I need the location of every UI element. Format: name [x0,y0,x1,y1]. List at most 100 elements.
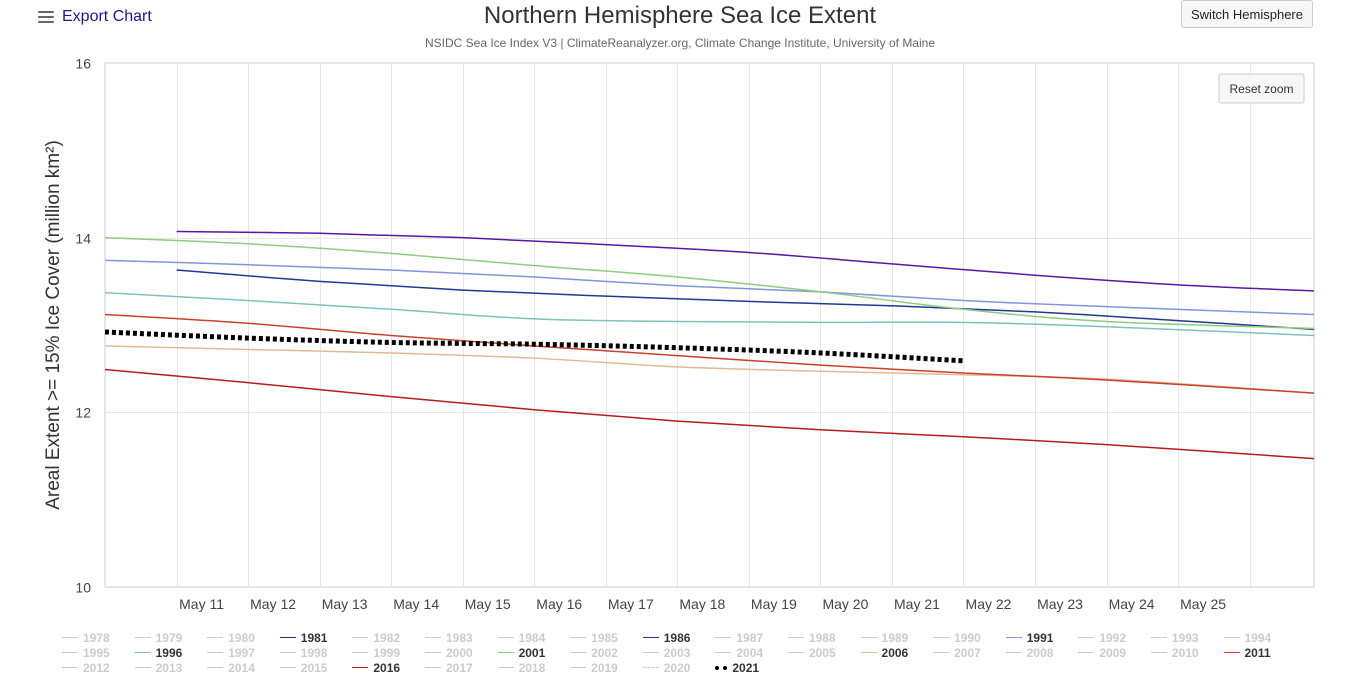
legend-swatch [1150,637,1167,638]
legend-label: 1988 [808,630,836,645]
legend-item-1991[interactable]: 1991 [1005,630,1079,645]
x-tick-label: May 12 [250,596,296,612]
series-line-2021 [104,329,964,364]
x-tick-label: May 11 [179,596,224,612]
legend-item-1987[interactable]: 1987 [715,630,788,645]
legend-label: 1998 [300,645,328,660]
legend-swatch [787,652,804,653]
legend-swatch [642,652,659,653]
legend-item-1990[interactable]: 1990 [933,630,1006,645]
legend-item-2000[interactable]: 2000 [424,645,498,660]
legend-swatch [1150,652,1167,653]
legend-item-2003[interactable]: 2003 [642,645,716,660]
legend-label: 2020 [663,660,691,675]
legend-item-2010[interactable]: 2010 [1150,645,1224,660]
hamburger-menu-icon [38,11,54,24]
legend-label: 2007 [954,645,981,660]
legend-item-2004[interactable]: 2004 [715,645,788,660]
legend-item-1986[interactable]: 1986 [642,630,716,645]
legend-item-2007[interactable]: 2007 [933,645,1006,660]
legend-label: 1980 [228,630,255,645]
legend-item-1996[interactable]: 1996 [134,645,208,660]
legend-item-2014[interactable]: 2014 [207,660,280,675]
legend-label: 1990 [954,630,981,645]
legend-swatch [207,652,224,653]
chart-legend: 1978 1979 1980 1981 1982 1983 1984 1985 1986 1987… [62,630,1322,675]
legend-item-2018[interactable]: 2018 [497,660,571,675]
chart-subtitle: NSIDC Sea Ice Index V3 | ClimateReanalyz… [424,36,935,50]
legend-label: 1981 [300,630,328,645]
legend-item-1992[interactable]: 1992 [1078,630,1151,645]
legend-item-1989[interactable]: 1989 [860,630,934,645]
legend-label: 2014 [228,660,255,675]
legend-item-1979[interactable]: 1979 [134,630,208,645]
legend-item-2019[interactable]: 2019 [570,660,643,675]
legend-label: 2005 [808,645,836,660]
legend-label: 2003 [663,645,691,660]
series-line-1991 [104,259,1315,316]
x-tick-label: May 24 [1109,596,1155,612]
legend-item-2015[interactable]: 2015 [279,660,353,675]
legend-label: 2001 [518,645,546,660]
legend-item-1985[interactable]: 1985 [570,630,643,645]
legend-item-2012[interactable]: 2012 [62,660,135,675]
legend-item-1993[interactable]: 1993 [1150,630,1224,645]
legend-label: 2009 [1099,645,1127,660]
y-tick-label: 10 [75,580,91,596]
series-line-1981 [176,230,1315,292]
legend-label: 2015 [300,660,328,675]
legend-item-1982[interactable]: 1982 [352,630,425,645]
legend-item-1997[interactable]: 1997 [207,645,280,660]
legend-item-1988[interactable]: 1988 [787,630,861,645]
legend-item-1980[interactable]: 1980 [207,630,280,645]
legend-label: 2017 [445,660,473,675]
legend-label: 1982 [373,630,401,645]
legend-swatch [570,652,587,653]
legend-item-2002[interactable]: 2002 [570,645,643,660]
series-line-2011 [104,313,1315,394]
legend-swatch [642,667,659,668]
x-tick-label: May 17 [608,596,654,612]
x-tick-label: May 13 [322,596,368,612]
legend-swatch [715,665,728,670]
legend-item-2008[interactable]: 2008 [1005,645,1079,660]
legend-label: 2013 [155,660,183,675]
reset-zoom-button[interactable]: Reset zoom [1218,73,1305,104]
legend-item-2006[interactable]: 2006 [860,645,934,660]
y-tick-label: 14 [75,231,91,247]
legend-label: 1996 [155,645,183,660]
legend-item-1999[interactable]: 1999 [352,645,425,660]
legend-item-1984[interactable]: 1984 [497,630,571,645]
legend-item-1983[interactable]: 1983 [424,630,498,645]
legend-item-2009[interactable]: 2009 [1078,645,1151,660]
legend-item-1981[interactable]: 1981 [279,630,353,645]
legend-swatch [352,637,369,638]
legend-item-1978[interactable]: 1978 [62,630,135,645]
legend-swatch [134,667,151,668]
legend-item-1994[interactable]: 1994 [1223,630,1297,645]
x-tick-label: May 14 [393,596,439,612]
y-tick-label: 12 [75,405,91,421]
legend-item-1998[interactable]: 1998 [279,645,353,660]
legend-label: 2011 [1244,645,1271,660]
legend-label: 2002 [591,645,618,660]
legend-swatch [134,652,151,653]
export-chart-button[interactable]: Export Chart [38,6,152,28]
switch-hemisphere-button[interactable]: Switch Hemisphere [1181,0,1313,28]
axes: 10 12 14 16 May 11 May 12 May 13 May 14 May 15 Ma… [75,56,1226,613]
legend-item-2016[interactable]: 2016 [352,660,425,675]
legend-item-2021[interactable]: 2021 [715,660,788,675]
legend-swatch [570,637,587,638]
legend-swatch [279,637,296,638]
legend-item-2017[interactable]: 2017 [424,660,498,675]
legend-item-2011[interactable]: 2011 [1223,645,1297,660]
legend-item-1995[interactable]: 1995 [62,645,135,660]
reset-zoom-label: Reset zoom [1229,82,1293,96]
series-lines [104,230,1315,460]
legend-label: 1983 [445,630,473,645]
legend-item-2020[interactable]: 2020 [642,660,716,675]
legend-item-2013[interactable]: 2013 [134,660,208,675]
legend-item-2001[interactable]: 2001 [497,645,571,660]
x-tick-label: May 21 [894,596,940,612]
legend-item-2005[interactable]: 2005 [787,645,861,660]
